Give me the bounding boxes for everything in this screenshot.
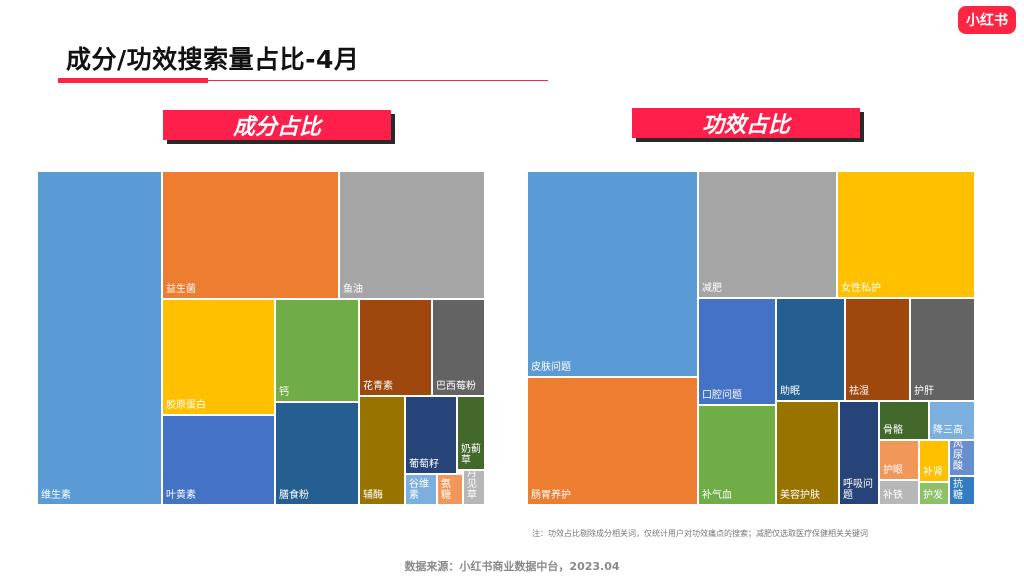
treemap-tile: 抗糖 — [949, 476, 975, 505]
tile-label: 减肥 — [702, 283, 722, 294]
tile-label: 助眠 — [780, 386, 800, 397]
brand-logo: 小红书 — [958, 6, 1016, 34]
tile-label: 花青素 — [363, 381, 393, 392]
tile-label: 护眼 — [883, 465, 903, 476]
treemap-tile: 奶蓟草 — [457, 396, 485, 470]
treemap-tile: 氨糖 — [437, 474, 463, 505]
tile-label: 肠胃养护 — [531, 490, 571, 501]
treemap-tile: 降三高 — [929, 401, 975, 440]
tile-label: 祛湿 — [849, 386, 869, 397]
treemap-tile: 女性私护 — [837, 171, 975, 298]
treemap-tile: 花青素 — [359, 299, 432, 396]
tile-label: 补气血 — [702, 490, 732, 501]
treemap-tile: 护肝 — [910, 298, 975, 401]
page-title: 成分/功效搜索量占比-4月 — [66, 45, 360, 74]
tile-label: 维生素 — [41, 490, 71, 501]
title-accent-bar — [58, 78, 208, 83]
treemap-tile: 补铁 — [879, 480, 919, 505]
efficacy-chart-title: 功效占比 — [632, 108, 860, 138]
treemap-tile: 月见草 — [463, 470, 485, 505]
tile-label: 痛风尿酸 — [953, 440, 963, 472]
tile-label: 鱼油 — [343, 284, 363, 295]
tile-label: 皮肤问题 — [531, 362, 571, 373]
tile-label: 口腔问题 — [702, 390, 742, 401]
treemap-tile: 维生素 — [37, 171, 162, 505]
efficacy-treemap: 皮肤问题肠胃养护 减肥 女性私护口腔问题补气血 助眠美容护肤 祛湿 护肝呼吸问题 骨骼 降三高… — [526, 170, 976, 506]
title-divider — [58, 80, 548, 81]
tile-label: 抗糖 — [953, 479, 963, 501]
treemap-tile: 葡萄籽 — [405, 396, 457, 474]
tile-label: 护发 — [923, 490, 943, 501]
tile-label: 叶黄素 — [166, 490, 196, 501]
tile-label: 胶原蛋白 — [166, 400, 206, 411]
treemap-tile: 鱼油 — [339, 171, 485, 299]
data-source: 数据来源：小红书商业数据中台，2023.04 — [404, 560, 620, 573]
treemap-tile: 助眠 — [776, 298, 845, 401]
treemap-tile: 护发 — [919, 482, 949, 505]
tile-label: 谷维素 — [409, 479, 429, 501]
tile-label: 降三高 — [933, 425, 963, 436]
tile-label: 钙 — [279, 387, 289, 398]
treemap-tile: 皮肤问题 — [527, 171, 698, 377]
treemap-tile: 益生菌 — [162, 171, 339, 299]
ingredient-treemap: 维生素 益生菌 鱼油胶原蛋白叶黄素 钙膳食粉 花青素 巴西莓粉辅酶 葡萄籽 奶蓟草谷维素 氨糖月… — [36, 170, 486, 506]
treemap-tile: 祛湿 — [845, 298, 910, 401]
tile-label: 补铁 — [883, 490, 903, 501]
tile-label: 膳食粉 — [279, 490, 309, 501]
tile-label: 女性私护 — [841, 283, 881, 294]
treemap-tile: 叶黄素 — [162, 415, 275, 505]
tile-label: 骨骼 — [883, 425, 903, 436]
treemap-tile: 痛风尿酸 — [949, 440, 975, 476]
tile-label: 月见草 — [467, 470, 477, 501]
tile-label: 益生菌 — [166, 284, 196, 295]
treemap-tile: 胶原蛋白 — [162, 299, 275, 415]
treemap-tile: 补肾 — [919, 440, 949, 482]
treemap-tile: 肠胃养护 — [527, 377, 698, 505]
footer-note: 注：功效占比剔除成分相关词，仅统计用户对功效痛点的搜索；减肥仅选取医疗保健相关关… — [532, 529, 868, 538]
treemap-tile: 膳食粉 — [275, 402, 359, 505]
treemap-tile: 补气血 — [698, 405, 776, 505]
treemap-tile: 谷维素 — [405, 474, 437, 505]
tile-label: 呼吸问题 — [843, 479, 873, 501]
treemap-tile: 巴西莓粉 — [432, 299, 485, 396]
tile-label: 葡萄籽 — [409, 459, 439, 470]
tile-label: 补肾 — [923, 467, 943, 478]
treemap-tile: 护眼 — [879, 440, 919, 480]
tile-label: 辅酶 — [363, 490, 383, 501]
treemap-tile: 美容护肤 — [776, 401, 839, 505]
tile-label: 美容护肤 — [780, 490, 820, 501]
treemap-tile: 口腔问题 — [698, 298, 776, 405]
ingredient-chart-title: 成分占比 — [163, 110, 391, 140]
treemap-tile: 钙 — [275, 299, 359, 402]
treemap-tile: 呼吸问题 — [839, 401, 879, 505]
tile-label: 奶蓟草 — [461, 444, 481, 466]
treemap-tile: 骨骼 — [879, 401, 929, 440]
treemap-tile: 辅酶 — [359, 396, 405, 505]
tile-label: 巴西莓粉 — [436, 381, 476, 392]
tile-label: 护肝 — [914, 386, 934, 397]
treemap-tile: 减肥 — [698, 171, 837, 298]
tile-label: 氨糖 — [441, 479, 451, 501]
